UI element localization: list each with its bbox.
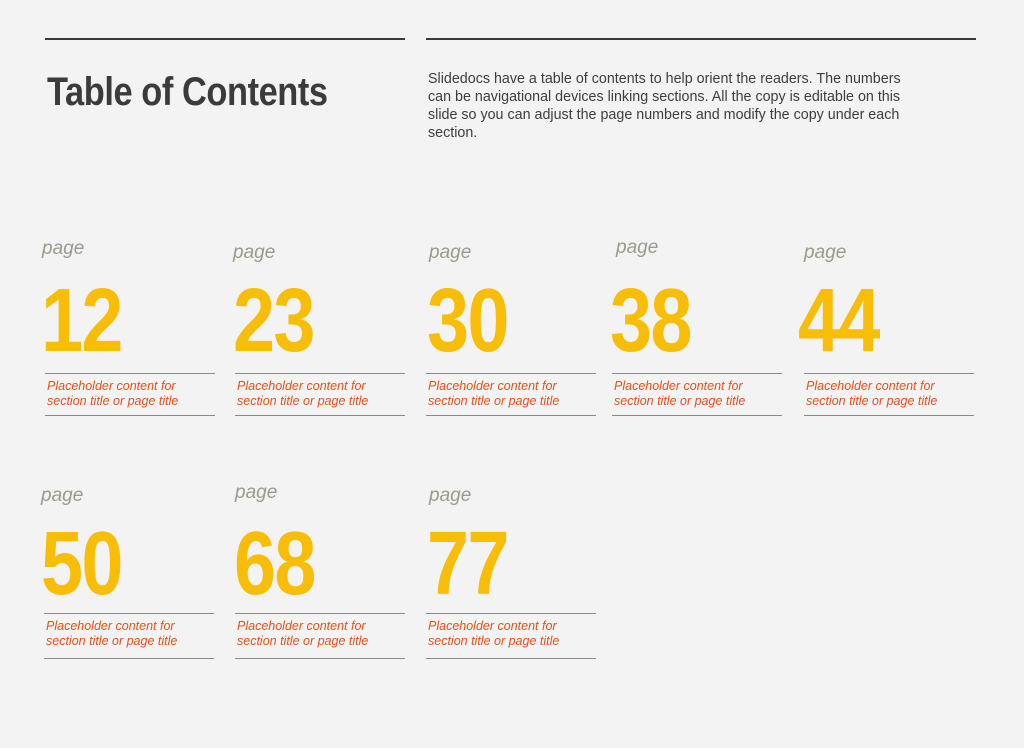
divider — [44, 613, 214, 614]
toc-entry[interactable]: page 12 Placeholder content for section tit… — [41, 0, 217, 416]
page-number-link[interactable]: 30 — [427, 271, 509, 371]
divider — [804, 415, 974, 416]
divider — [235, 415, 405, 416]
description-line: section title or page title — [46, 634, 178, 648]
section-description: Placeholder content for section title or … — [237, 619, 368, 649]
divider — [612, 373, 782, 374]
divider — [235, 658, 405, 659]
description-line: section title or page title — [806, 394, 938, 408]
toc-entry[interactable]: page 77 Placeholder content for section tit… — [426, 0, 598, 659]
description-line: Placeholder content for — [237, 379, 366, 393]
description-line: section title or page title — [237, 634, 369, 648]
page-label: page — [429, 485, 472, 506]
intro-paragraph: Slidedocs have a table of contents to he… — [428, 70, 901, 142]
divider — [45, 373, 215, 374]
section-description: Placeholder content for section title or … — [46, 619, 177, 649]
section-description: Placeholder content for section title or … — [237, 379, 368, 409]
description-line: section title or page title — [237, 394, 369, 408]
top-rule-right — [426, 38, 976, 40]
divider — [612, 415, 782, 416]
page-number-link[interactable]: 44 — [798, 271, 880, 371]
divider — [44, 658, 214, 659]
description-line: Placeholder content for — [614, 379, 743, 393]
page-label: page — [429, 242, 472, 263]
divider — [45, 415, 215, 416]
intro-line: section. — [428, 125, 478, 141]
description-line: Placeholder content for — [47, 379, 176, 393]
toc-entry[interactable]: page 50 Placeholder content for section tit… — [41, 0, 216, 659]
toc-entry[interactable]: page 23 Placeholder content for section tit… — [233, 0, 407, 416]
page-label: page — [616, 237, 659, 258]
divider — [426, 613, 596, 614]
section-description: Placeholder content for section title or … — [806, 379, 937, 409]
section-description: Placeholder content for section title or … — [428, 379, 559, 409]
page-title: Table of Contents — [47, 70, 328, 114]
page-label: page — [42, 238, 85, 259]
description-line: Placeholder content for — [806, 379, 935, 393]
divider — [426, 415, 596, 416]
page-label: page — [804, 242, 847, 263]
divider — [235, 613, 405, 614]
description-line: Placeholder content for — [237, 619, 366, 633]
intro-line: Slidedocs have a table of contents to he… — [428, 71, 901, 87]
page-label: page — [41, 485, 84, 506]
page-number-link[interactable]: 12 — [41, 271, 123, 371]
divider — [235, 373, 405, 374]
description-line: section title or page title — [428, 394, 560, 408]
section-description: Placeholder content for section title or … — [47, 379, 178, 409]
page-label: page — [235, 482, 278, 503]
section-description: Placeholder content for section title or … — [428, 619, 559, 649]
description-line: Placeholder content for — [428, 379, 557, 393]
toc-entry[interactable]: page 44 Placeholder content for section tit… — [798, 0, 976, 416]
page-number-link[interactable]: 77 — [427, 514, 509, 614]
divider — [426, 658, 596, 659]
description-line: section title or page title — [614, 394, 746, 408]
toc-entry[interactable]: page 30 Placeholder content for section tit… — [426, 0, 598, 416]
divider — [804, 373, 974, 374]
page-number-link[interactable]: 50 — [41, 514, 123, 614]
section-description: Placeholder content for section title or … — [614, 379, 745, 409]
page-number-link[interactable]: 68 — [234, 514, 316, 614]
description-line: Placeholder content for — [46, 619, 175, 633]
description-line: section title or page title — [428, 634, 560, 648]
page-number-link[interactable]: 38 — [610, 271, 692, 371]
divider — [426, 373, 596, 374]
description-line: section title or page title — [47, 394, 179, 408]
toc-entry[interactable]: page 68 Placeholder content for section tit… — [234, 0, 407, 659]
page-number-link[interactable]: 23 — [233, 271, 315, 371]
top-rule-left — [45, 38, 405, 40]
intro-line: can be navigational devices linking sect… — [428, 89, 901, 105]
description-line: Placeholder content for — [428, 619, 557, 633]
page-label: page — [233, 242, 276, 263]
intro-line: slide so you can adjust the page numbers… — [428, 107, 900, 123]
toc-entry[interactable]: page 38 Placeholder content for section tit… — [610, 0, 784, 416]
